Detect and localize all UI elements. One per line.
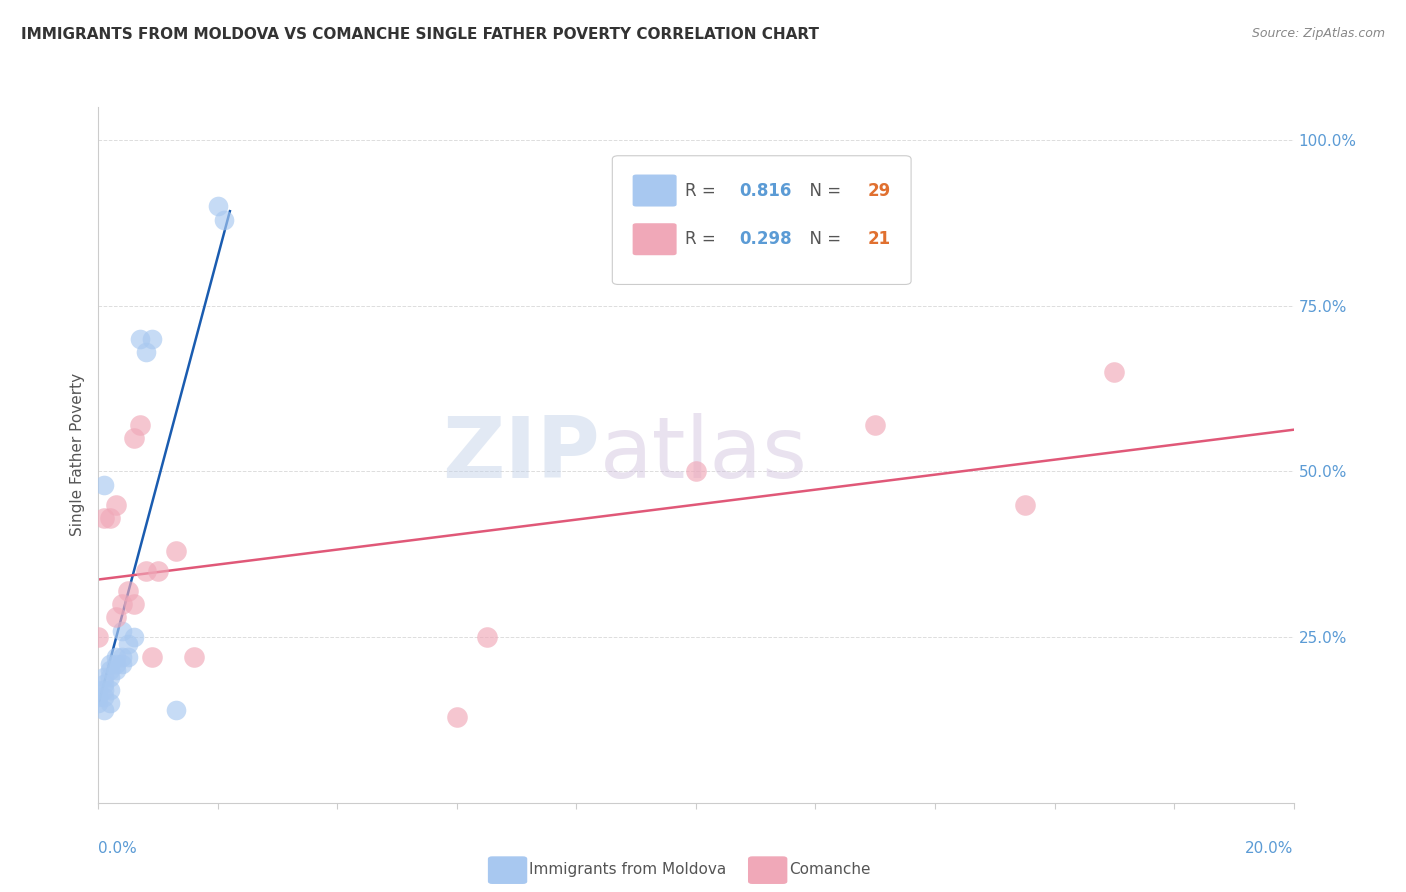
Point	[135, 564, 157, 578]
Point	[124, 597, 146, 611]
Text: ZIP: ZIP	[443, 413, 600, 497]
Text: Immigrants from Moldova: Immigrants from Moldova	[529, 863, 725, 877]
Point	[475, 630, 498, 644]
Point	[100, 657, 122, 671]
Point	[93, 676, 115, 690]
FancyBboxPatch shape	[633, 223, 676, 255]
Point	[105, 498, 128, 512]
FancyBboxPatch shape	[613, 156, 911, 285]
FancyBboxPatch shape	[633, 175, 676, 207]
Point	[105, 650, 128, 665]
Point	[100, 663, 122, 677]
Point	[141, 332, 163, 346]
Text: 29: 29	[868, 182, 891, 200]
Point	[124, 431, 146, 445]
Point	[100, 697, 122, 711]
Point	[117, 583, 139, 598]
Point	[117, 650, 139, 665]
Point	[135, 345, 157, 359]
Point	[1014, 498, 1036, 512]
Point	[685, 465, 707, 479]
Point	[93, 511, 115, 525]
Point	[165, 703, 187, 717]
Point	[1104, 365, 1126, 379]
Point	[865, 418, 887, 433]
Text: N =: N =	[799, 182, 846, 200]
Point	[87, 697, 110, 711]
Point	[100, 683, 122, 698]
Point	[148, 564, 170, 578]
Point	[100, 511, 122, 525]
Point	[212, 212, 235, 227]
Point	[105, 663, 128, 677]
Point	[183, 650, 205, 665]
Point	[141, 650, 163, 665]
Text: Comanche: Comanche	[789, 863, 870, 877]
Point	[124, 630, 146, 644]
Text: R =: R =	[685, 230, 721, 248]
Text: R =: R =	[685, 182, 721, 200]
Point	[100, 670, 122, 684]
Point	[93, 703, 115, 717]
Point	[111, 650, 134, 665]
Point	[87, 690, 110, 704]
Text: N =: N =	[799, 230, 846, 248]
Point	[111, 657, 134, 671]
Point	[129, 418, 152, 433]
Point	[93, 683, 115, 698]
Point	[93, 690, 115, 704]
Point	[165, 544, 187, 558]
Point	[93, 670, 115, 684]
Text: 0.298: 0.298	[738, 230, 792, 248]
Point	[87, 630, 110, 644]
Text: 0.816: 0.816	[738, 182, 792, 200]
Text: IMMIGRANTS FROM MOLDOVA VS COMANCHE SINGLE FATHER POVERTY CORRELATION CHART: IMMIGRANTS FROM MOLDOVA VS COMANCHE SING…	[21, 27, 820, 42]
Point	[105, 610, 128, 624]
Text: 20.0%: 20.0%	[1246, 841, 1294, 856]
Point	[87, 683, 110, 698]
Y-axis label: Single Father Poverty: Single Father Poverty	[69, 374, 84, 536]
Text: Source: ZipAtlas.com: Source: ZipAtlas.com	[1251, 27, 1385, 40]
Point	[129, 332, 152, 346]
Point	[93, 477, 115, 491]
Point	[117, 637, 139, 651]
Point	[105, 657, 128, 671]
Text: atlas: atlas	[600, 413, 808, 497]
Point	[207, 199, 229, 213]
Point	[111, 597, 134, 611]
Text: 0.0%: 0.0%	[98, 841, 138, 856]
Point	[111, 624, 134, 638]
Text: 21: 21	[868, 230, 891, 248]
Point	[446, 709, 468, 723]
